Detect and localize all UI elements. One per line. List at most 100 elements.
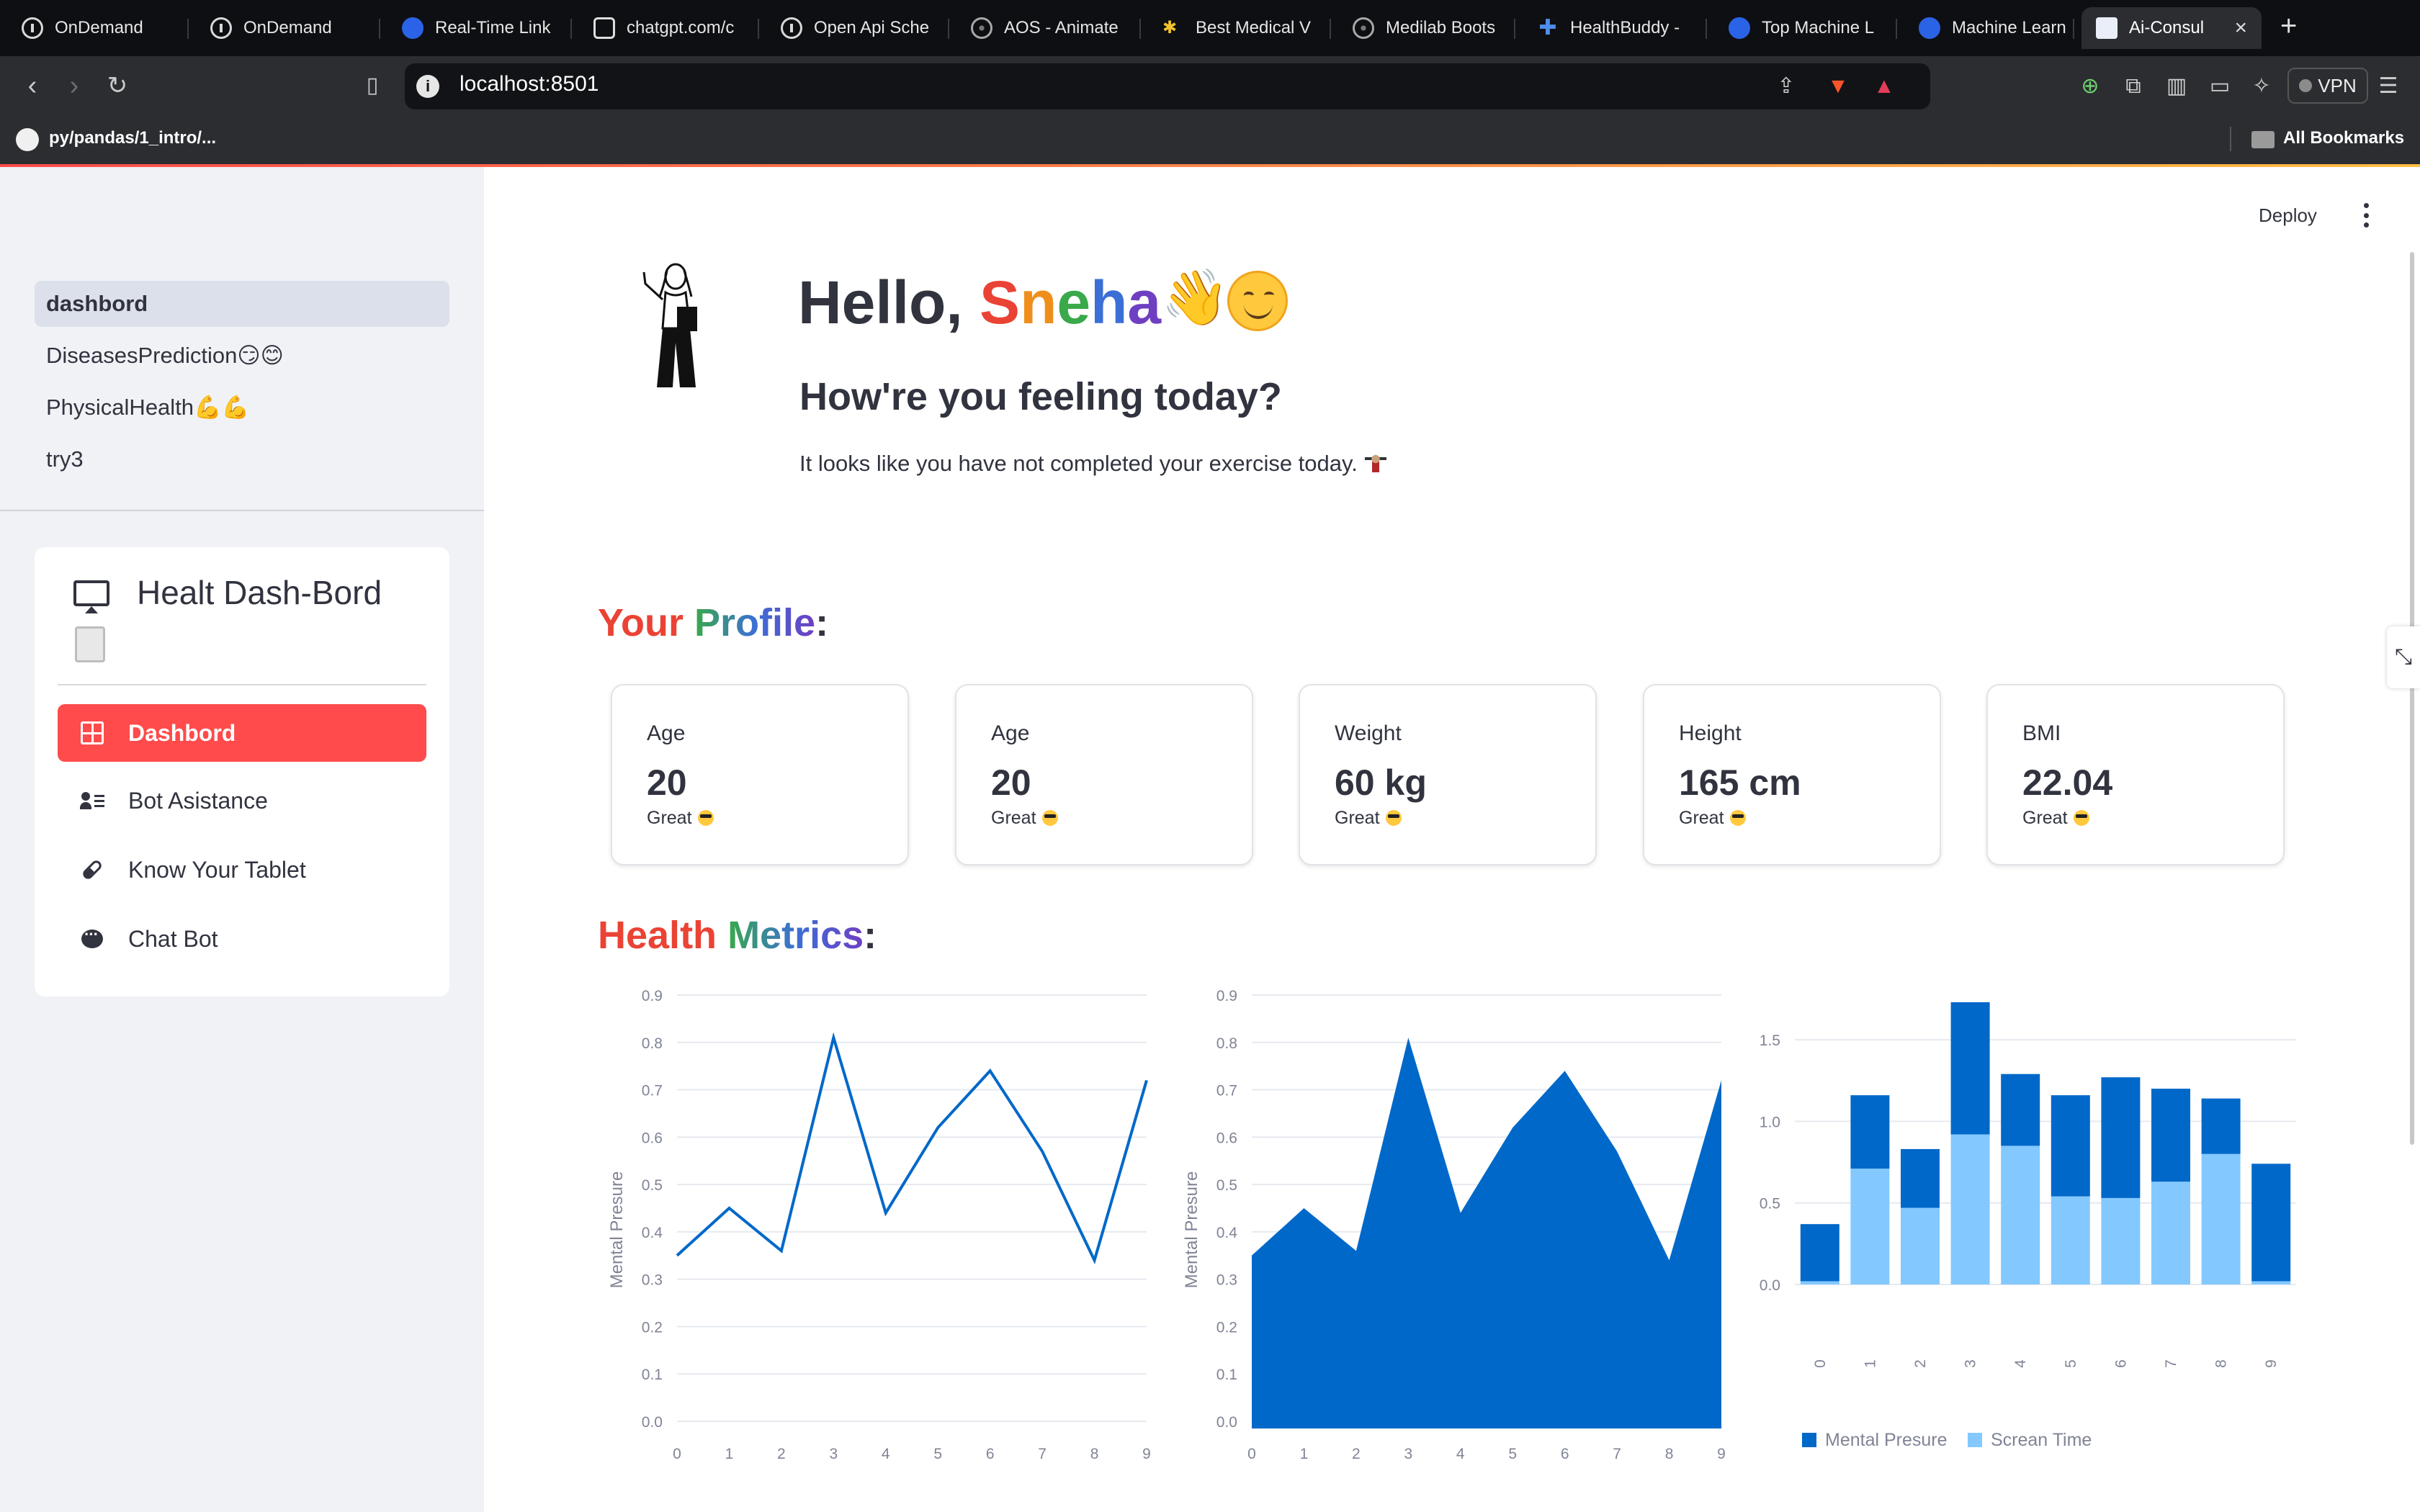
- vpn-button[interactable]: VPN: [2287, 68, 2368, 104]
- browser-tab-strip: OnDemand OnDemand Real-Time Link chatgpt.co…: [0, 0, 2420, 56]
- metric-value: 20: [991, 762, 1031, 803]
- deploy-button[interactable]: Deploy: [2259, 204, 2317, 226]
- smiling-face-icon: [1227, 271, 1288, 331]
- sidebar-page-dashbord[interactable]: dashbord: [35, 281, 449, 327]
- wallet-icon[interactable]: ▭: [2209, 74, 2231, 98]
- browser-tab-label: OnDemand: [243, 18, 332, 37]
- document-emoji-icon: [75, 626, 105, 662]
- y-tick-label: 0.9: [1216, 988, 1237, 1004]
- stacked-bar-chart[interactable]: 0.0 0.5 1.0 1.5 0 1 2 3 4 5 6 7 8 9 Mental Presure Scre…: [1736, 994, 2312, 1469]
- x-tick-label: 1: [1862, 1359, 1878, 1368]
- metric-delta: Great: [1679, 808, 1746, 829]
- extension-plus-icon[interactable]: ⊕: [2081, 74, 2099, 98]
- browser-tab[interactable]: Machine Learn: [1907, 7, 2074, 49]
- browser-tab-label: chatgpt.com/c: [627, 18, 735, 37]
- leo-ai-icon[interactable]: ✧: [2252, 74, 2271, 98]
- title-suffix: :: [815, 601, 829, 644]
- tab-separator: [948, 19, 949, 39]
- browser-tab[interactable]: Top Machine L: [1717, 7, 1897, 49]
- address-bar[interactable]: [405, 63, 1930, 109]
- browser-tab[interactable]: ✱ Best Medical V: [1151, 7, 1331, 49]
- y-tick-label: 0.7: [642, 1083, 663, 1099]
- browser-tab[interactable]: Medilab Boots: [1341, 7, 1515, 49]
- option-menu-card: [35, 547, 449, 996]
- x-tick-label: 3: [829, 1446, 838, 1462]
- more-options-icon[interactable]: [2355, 203, 2377, 228]
- bookmark-item[interactable]: py/pandas/1_intro/...: [49, 128, 217, 148]
- sunglasses-face-icon: [1729, 810, 1746, 826]
- grid-icon: [79, 720, 105, 746]
- browser-tab[interactable]: OnDemand: [199, 7, 380, 49]
- chat-icon: [79, 925, 105, 952]
- menu-item-bot-asistance[interactable]: Bot Asistance: [58, 772, 426, 829]
- new-tab-icon[interactable]: +: [2280, 10, 2298, 42]
- github-icon[interactable]: [16, 128, 39, 151]
- globe-icon: [971, 17, 992, 39]
- bookmark-icon[interactable]: ▯: [366, 73, 379, 97]
- all-bookmarks-link[interactable]: All Bookmarks: [2283, 128, 2405, 148]
- menu-item-dashbord[interactable]: Dashbord: [58, 704, 426, 762]
- x-tick-label: 6: [2112, 1359, 2129, 1368]
- x-tick-label: 8: [1665, 1446, 1674, 1462]
- reload-icon[interactable]: ↻: [107, 72, 128, 99]
- brave-shields-icon[interactable]: ▼: [1827, 74, 1849, 98]
- forward-icon[interactable]: ›: [69, 71, 79, 101]
- x-tick-label: 5: [933, 1446, 942, 1462]
- name-letter: n: [1020, 269, 1057, 336]
- back-icon[interactable]: ‹: [27, 71, 37, 101]
- x-tick-label: 1: [725, 1446, 734, 1462]
- medical-icon: ✱: [1162, 18, 1178, 37]
- browser-tab[interactable]: chatgpt.com/c: [582, 7, 759, 49]
- expand-sidebar-icon[interactable]: ⤡: [2387, 626, 2420, 688]
- url-text[interactable]: localhost:8501: [460, 72, 599, 96]
- page-scrollbar[interactable]: [2410, 252, 2414, 1145]
- sidebar-page-try3[interactable]: try3: [46, 446, 84, 472]
- app-top-decoration: [0, 164, 2420, 167]
- y-tick-label: 0.6: [1216, 1130, 1237, 1146]
- bar-screan-time: [2201, 1153, 2241, 1284]
- feeling-subheading: How're you feeling today?: [799, 375, 1282, 418]
- profile-card-height: Height 165 cm Great: [1643, 684, 1941, 865]
- browser-tab-label: Open Api Sche: [814, 18, 930, 37]
- sidebar-page-physical-health[interactable]: PhysicalHealth💪💪: [46, 395, 250, 420]
- folder-icon[interactable]: [2251, 131, 2275, 148]
- bar-screan-time: [2151, 1182, 2190, 1284]
- browser-tab[interactable]: AOS - Animate: [959, 7, 1141, 49]
- sidebar-toggle-icon[interactable]: ▥: [2166, 74, 2187, 98]
- name-letter: a: [1127, 269, 1162, 336]
- menu-title: Healt Dash-Bord: [137, 574, 382, 611]
- extensions-icon[interactable]: ⧉: [2125, 74, 2141, 98]
- menu-item-chat-bot[interactable]: Chat Bot: [58, 910, 426, 968]
- mental-pressure-area-chart[interactable]: 0.0 0.1 0.2 0.3 0.4 0.5 0.6 0.7 0.8 0.9 0 1 2 3 4 5 6 7 8 9…: [1165, 972, 1742, 1476]
- x-tick-label: 4: [1456, 1446, 1465, 1462]
- bookmarks-divider: [2230, 127, 2231, 151]
- y-tick-label: 1.0: [1760, 1114, 1780, 1130]
- sidebar-divider: [0, 510, 484, 511]
- tab-separator: [187, 19, 189, 39]
- browser-tab[interactable]: Real-Time Link: [390, 7, 572, 49]
- metric-delta-text: Great: [1335, 808, 1380, 828]
- x-tick-label: 3: [1404, 1446, 1412, 1462]
- bar-mental-presure: [2151, 1089, 2190, 1182]
- bar-mental-presure: [2051, 1095, 2090, 1197]
- menu-item-label: Dashbord: [128, 719, 236, 746]
- y-tick-label: 0.5: [642, 1177, 663, 1194]
- mental-pressure-line-chart[interactable]: 0.0 0.1 0.2 0.3 0.4 0.5 0.6 0.7 0.8 0.9 0 1 2 3 4 5 6 7 8 9…: [591, 972, 1167, 1476]
- site-info-icon[interactable]: i: [416, 75, 439, 98]
- bar-screan-time: [2101, 1197, 2141, 1284]
- y-tick-label: 0.2: [1216, 1319, 1237, 1336]
- metric-delta-text: Great: [2022, 808, 2068, 828]
- sidebar-page-diseases-prediction[interactable]: DiseasesPrediction😏😊: [46, 343, 284, 368]
- browser-tab[interactable]: OnDemand: [10, 7, 189, 49]
- brave-rewards-icon[interactable]: ▲: [1873, 74, 1895, 98]
- browser-tab[interactable]: Ai-Consul ×: [2081, 7, 2262, 49]
- bar-mental-presure: [1950, 1002, 1990, 1135]
- browser-tab[interactable]: Open Api Sche: [769, 7, 949, 49]
- menu-icon[interactable]: ☰: [2378, 74, 2398, 98]
- tab-separator: [570, 19, 572, 39]
- close-tab-icon[interactable]: ×: [2234, 16, 2247, 40]
- menu-item-know-your-tablet[interactable]: Know Your Tablet: [58, 841, 426, 899]
- share-icon[interactable]: ⇪: [1777, 74, 1796, 98]
- browser-tab[interactable]: ✚ HealthBuddy -: [1525, 7, 1707, 49]
- tab-separator: [379, 19, 380, 39]
